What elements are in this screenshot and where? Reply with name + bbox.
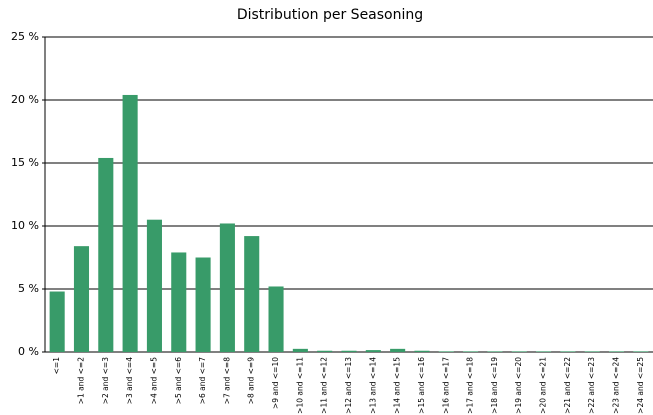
- bar: [341, 350, 357, 352]
- x-tick-label: >19 and <=20: [514, 357, 523, 414]
- bar: [414, 350, 430, 352]
- bar: [633, 351, 649, 352]
- x-tick-label: >7 and <=8: [222, 357, 231, 405]
- bar: [49, 291, 65, 352]
- bar: [98, 157, 114, 352]
- y-tick-label: 0 %: [18, 345, 39, 358]
- x-tick-label: >9 and <=10: [271, 357, 280, 409]
- y-tick-label: 10 %: [11, 219, 39, 232]
- bar: [511, 351, 527, 352]
- x-tick-label: >6 and <=7: [198, 357, 207, 405]
- bar: [487, 351, 503, 352]
- x-tick-label: >14 and <=15: [393, 357, 402, 414]
- bar: [292, 348, 308, 352]
- bar: [365, 350, 381, 352]
- chart-title: Distribution per Seasoning: [237, 7, 423, 23]
- x-tick-label: >11 and <=12: [320, 357, 329, 414]
- bar: [560, 351, 576, 352]
- x-tick-label: >1 and <=2: [76, 357, 85, 405]
- x-tick-label: <=1: [52, 357, 61, 375]
- bar: [317, 350, 333, 352]
- bar: [219, 223, 235, 352]
- x-tick-label: >23 and <=24: [612, 357, 621, 414]
- bar: [463, 351, 479, 352]
- y-tick-label: 20 %: [11, 93, 39, 106]
- y-tick-label: 15 %: [11, 156, 39, 169]
- x-tick-label: >21 and <=22: [563, 357, 572, 414]
- x-tick-label: >5 and <=6: [174, 357, 183, 405]
- bar: [438, 351, 454, 352]
- x-tick-label: >12 and <=13: [344, 357, 353, 414]
- bar: [608, 351, 625, 352]
- bar: [390, 348, 406, 352]
- x-tick-label: >8 and <=9: [247, 357, 256, 405]
- bar: [244, 236, 260, 352]
- bar: [268, 286, 284, 352]
- x-tick-label: >3 and <=4: [125, 357, 134, 405]
- x-tick-label: >20 and <=21: [539, 357, 548, 414]
- bar: [146, 219, 162, 352]
- x-tick-label: >13 and <=14: [368, 357, 377, 414]
- bar: [536, 351, 552, 352]
- x-tick-label: >17 and <=18: [466, 357, 475, 414]
- x-tick-label: >10 and <=11: [295, 357, 304, 414]
- x-tick-label: >16 and <=17: [441, 357, 450, 414]
- y-tick-label: 25 %: [11, 30, 39, 43]
- bar: [122, 94, 138, 353]
- bar: [195, 257, 211, 352]
- y-tick-label: 5 %: [18, 282, 39, 295]
- x-tick-label: >22 and <=23: [587, 357, 596, 414]
- bar: [73, 246, 90, 352]
- x-tick-label: >2 and <=3: [101, 357, 110, 405]
- x-tick-label: >15 and <=16: [417, 357, 426, 414]
- x-tick-label: >24 and <=25: [636, 357, 645, 414]
- x-tick-label: >18 and <=19: [490, 357, 499, 414]
- x-tick-label: >4 and <=5: [149, 357, 158, 405]
- bar: [171, 252, 187, 352]
- bar: [584, 351, 600, 352]
